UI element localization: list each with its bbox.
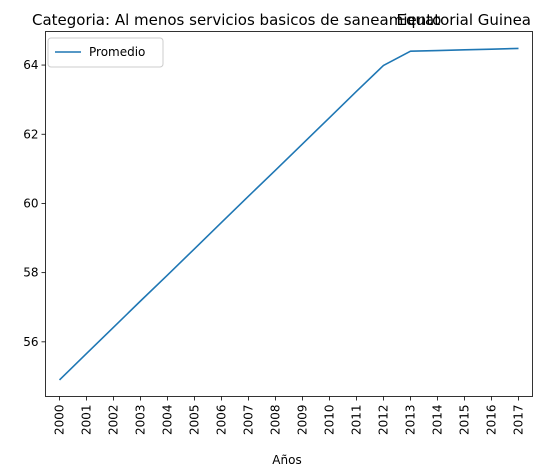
- plot-frame: [45, 31, 533, 397]
- x-axis-label: Años: [272, 453, 301, 467]
- x-tick-label: 2014: [431, 405, 445, 436]
- x-tick-label: 2015: [458, 405, 472, 436]
- y-tick-label: 64: [23, 58, 38, 72]
- x-tick-label: 2013: [404, 405, 418, 436]
- legend-box: [47, 37, 164, 68]
- y-tick-label: 60: [23, 196, 38, 210]
- x-tick-label: 2010: [323, 405, 337, 436]
- x-axis-ticks: 2000 2001 2002 2003 2004 2005 2006 2007 2008 2009…: [53, 396, 526, 436]
- legend-label-promedio: Promedio: [89, 45, 145, 59]
- x-tick-label: 2016: [485, 405, 499, 436]
- chart-title-left: Categoria: Al menos servicios basicos de…: [32, 11, 441, 29]
- x-tick-label: 2009: [296, 405, 310, 436]
- y-axis-ticks: 56 58 60 62 64: [23, 58, 46, 349]
- x-tick-label: 2007: [242, 405, 256, 436]
- x-tick-label: 2002: [107, 405, 121, 436]
- x-tick-label: 2017: [512, 405, 526, 436]
- legend: Promedio: [47, 37, 164, 68]
- x-tick-label: 2012: [377, 405, 391, 436]
- x-tick-label: 2003: [134, 405, 148, 436]
- x-tick-label: 2006: [215, 405, 229, 436]
- x-tick-label: 2000: [53, 405, 67, 436]
- x-tick-label: 2008: [269, 405, 283, 436]
- y-tick-label: 62: [23, 127, 38, 141]
- y-tick-label: 58: [23, 266, 38, 280]
- x-tick-label: 2011: [350, 405, 364, 436]
- y-tick-label: 56: [23, 335, 38, 349]
- x-tick-label: 2001: [80, 405, 94, 436]
- series-layer: [58, 47, 519, 381]
- chart-title-right: Equatorial Guinea: [397, 11, 531, 29]
- series-line-promedio: [58, 47, 519, 381]
- x-tick-label: 2004: [161, 405, 175, 436]
- x-tick-label: 2005: [188, 405, 202, 436]
